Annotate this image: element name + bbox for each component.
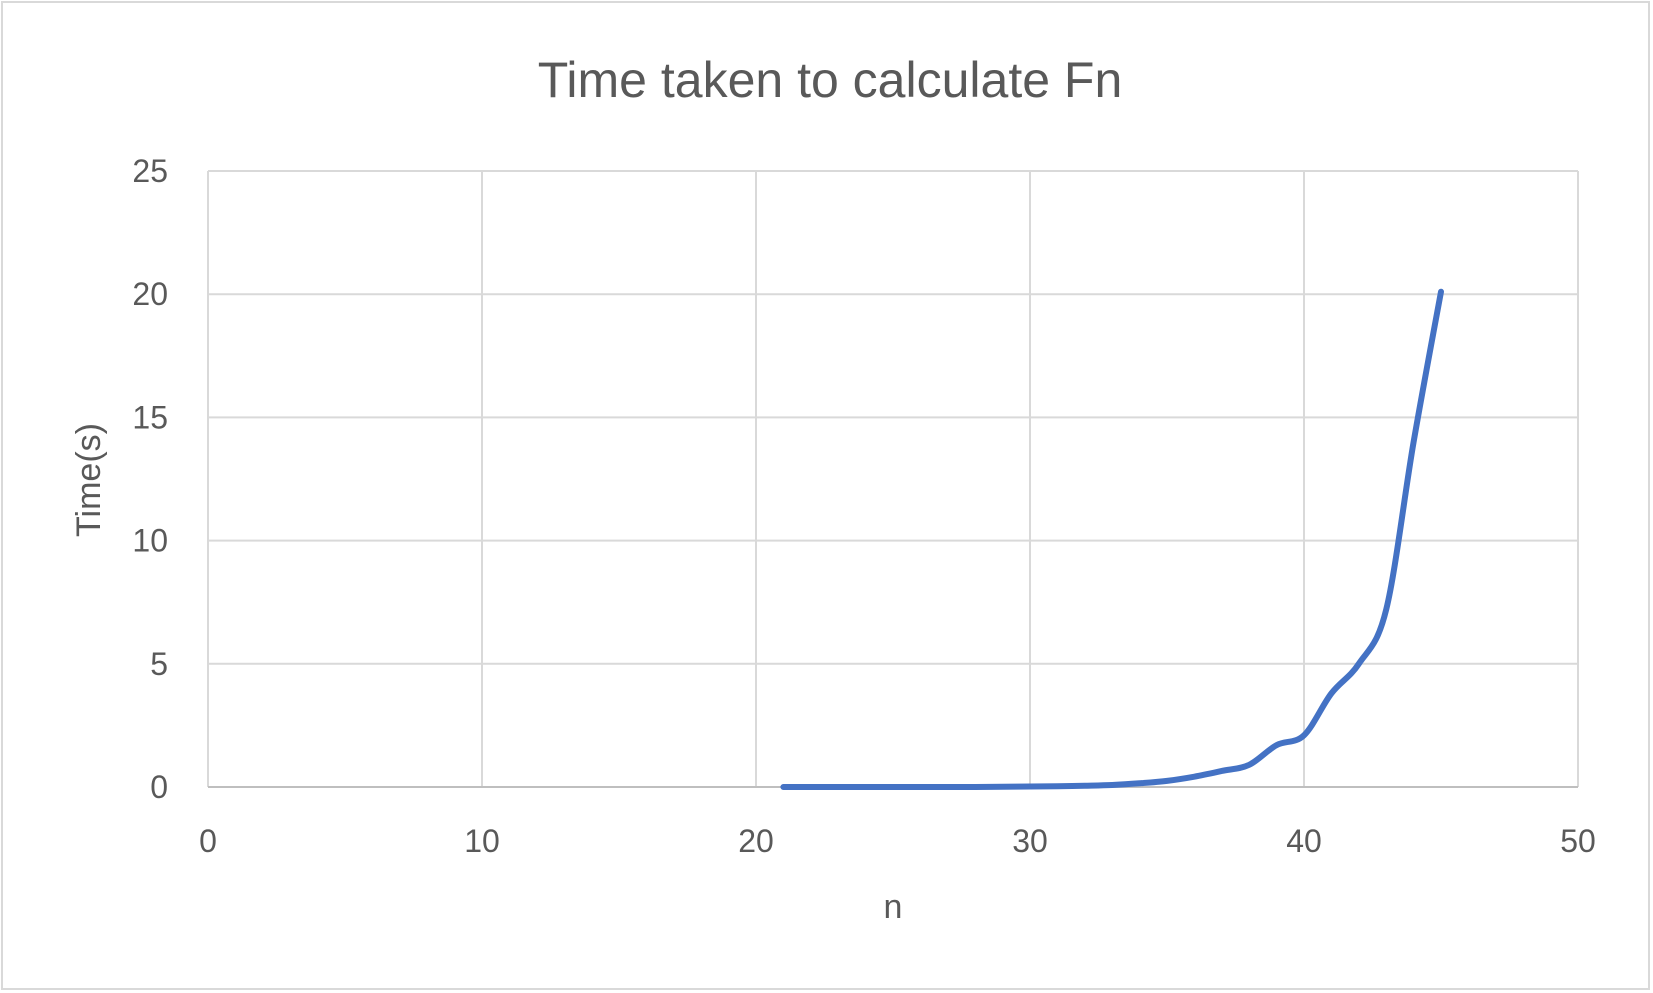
chart-title: Time taken to calculate Fn — [538, 52, 1123, 108]
y-axis-label: Time(s) — [70, 423, 108, 537]
x-tick-label: 20 — [738, 823, 774, 859]
y-tick-label: 5 — [150, 646, 168, 682]
x-axis-label: n — [884, 888, 903, 926]
series-group — [780, 288, 1444, 790]
x-tick-label: 50 — [1560, 823, 1596, 859]
y-tick-label: 0 — [150, 769, 168, 805]
y-tick-label: 25 — [132, 153, 168, 189]
x-tick-label: 10 — [464, 823, 500, 859]
x-tick-label: 0 — [199, 823, 217, 859]
plot-grid — [207, 170, 1579, 788]
x-tick-label: 40 — [1286, 823, 1322, 859]
y-tick-label: 10 — [132, 523, 168, 559]
x-tick-label: 30 — [1012, 823, 1048, 859]
axis-ticks: 0 10 20 30 40 50 0 5 10 15 20 25 — [132, 153, 1595, 859]
y-tick-label: 15 — [132, 399, 168, 435]
y-tick-label: 20 — [132, 276, 168, 312]
series-line — [780, 288, 1444, 790]
